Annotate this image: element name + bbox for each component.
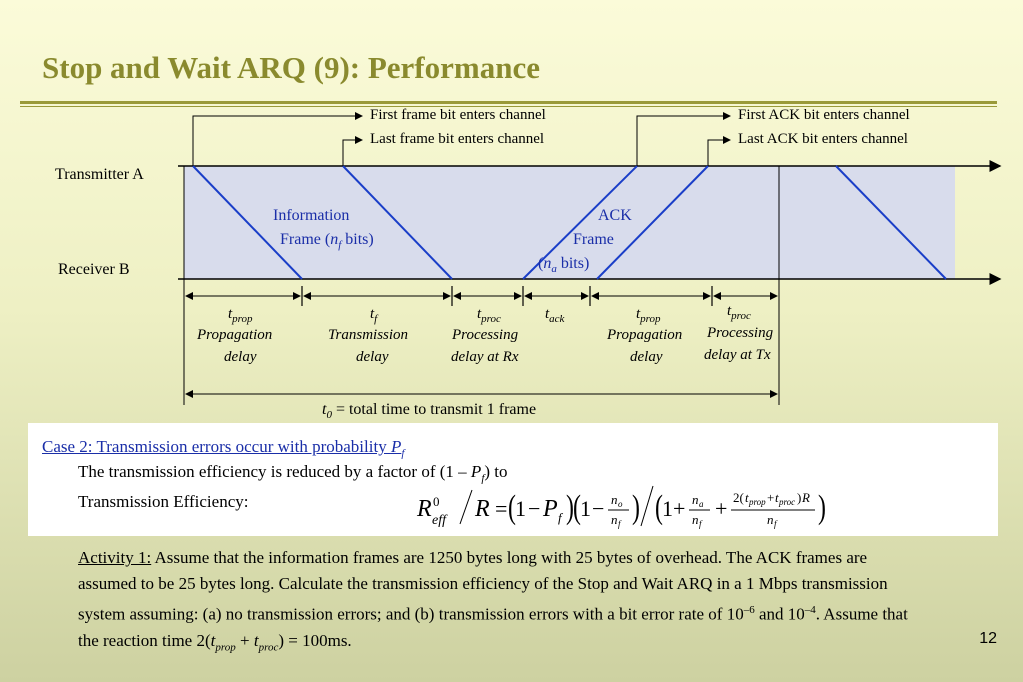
svg-text:): ) <box>632 489 640 526</box>
frame-first-bit <box>192 165 303 280</box>
svg-text:R: R <box>801 490 810 505</box>
svg-text:): ) <box>566 489 574 526</box>
svg-text:(: ( <box>573 489 581 526</box>
callout-last-frame-label: Last frame bit enters channel <box>370 131 545 147</box>
info-frame-label2: Frame (nf bits) <box>280 231 374 252</box>
callout-first-frame <box>192 112 363 166</box>
svg-text:2(: 2( <box>733 490 744 505</box>
interval-tprop-1-desc1: Propagation <box>197 327 273 343</box>
callout-last-frame <box>342 136 363 166</box>
transmitter-label: Transmitter A <box>55 166 144 183</box>
interval-tprop-2: tprop <box>636 306 661 325</box>
frame-last-bit <box>342 165 453 280</box>
callout-last-ack <box>707 136 731 166</box>
ack-frame-label1: ACK <box>598 207 632 224</box>
activity-label: Activity 1: <box>78 548 152 567</box>
page-number: 12 <box>979 630 997 647</box>
next-frame <box>835 165 947 280</box>
callout-first-ack <box>636 112 731 166</box>
svg-text:R: R <box>416 496 432 522</box>
svg-text:): ) <box>797 490 801 505</box>
interval-tack: tack <box>545 306 565 325</box>
interval-tprop-1: tprop <box>228 306 253 325</box>
ack-first-bit <box>522 165 638 280</box>
svg-text:o: o <box>618 499 623 509</box>
interval-tprop-1-desc2: delay <box>224 349 257 365</box>
ack-frame-label2: Frame <box>573 231 614 248</box>
interval-tproc-rx: tproc <box>477 306 501 325</box>
interval-tproc-tx: tproc <box>727 303 751 322</box>
svg-text:f: f <box>774 519 778 529</box>
total-time-label: t0 = total time to transmit 1 frame <box>322 401 537 422</box>
svg-text:+: + <box>715 496 727 521</box>
info-frame-label1: Information <box>273 207 350 224</box>
svg-text:): ) <box>818 489 826 526</box>
interval-tf-desc1: Transmission <box>328 327 409 343</box>
efficiency-label: Transmission Efficiency: <box>78 492 249 511</box>
case2-line1: The transmission efficiency is reduced b… <box>78 462 508 485</box>
svg-text:(: ( <box>655 489 663 526</box>
ack-frame-label3: (na bits) <box>538 255 590 276</box>
svg-text:n: n <box>692 512 699 527</box>
channel-area <box>184 166 955 279</box>
svg-text:t: t <box>745 490 749 505</box>
svg-text:−: − <box>592 496 604 521</box>
svg-text:f: f <box>558 510 564 525</box>
callout-first-ack-label: First ACK bit enters channel <box>738 107 910 123</box>
svg-text:(: ( <box>508 489 516 526</box>
receiver-label: Receiver B <box>58 261 130 278</box>
case2-heading: Case 2: Transmission errors occur with p… <box>42 437 405 460</box>
callout-first-frame-label: First frame bit enters channel <box>370 107 546 123</box>
svg-text:n: n <box>611 512 618 527</box>
svg-text:−: − <box>528 496 540 521</box>
svg-text:n: n <box>611 492 618 507</box>
interval-tf: tf <box>370 306 378 325</box>
svg-text:n: n <box>767 512 774 527</box>
slide-title: Stop and Wait ARQ (9): Performance <box>42 50 540 85</box>
interval-tproc-tx-desc2: delay at Tx <box>704 347 771 363</box>
ack-last-bit <box>596 165 709 280</box>
svg-text:0: 0 <box>433 494 440 509</box>
svg-text:f: f <box>699 519 703 529</box>
svg-text:1: 1 <box>580 496 591 521</box>
svg-text:1: 1 <box>515 496 526 521</box>
svg-text:P: P <box>542 496 558 522</box>
svg-text:t: t <box>775 490 779 505</box>
svg-text:proc: proc <box>778 497 795 507</box>
interval-tf-desc2: delay <box>356 349 389 365</box>
activity-text: Activity 1: Assume that the information … <box>78 548 908 654</box>
title-rule <box>20 101 997 104</box>
svg-text:eff: eff <box>432 513 448 528</box>
svg-text:=: = <box>495 496 507 521</box>
interval-tproc-tx-desc1: Processing <box>707 325 774 341</box>
svg-text:R: R <box>474 496 490 522</box>
svg-text:n: n <box>692 492 699 507</box>
title-rule-thin <box>20 106 997 107</box>
svg-text:1: 1 <box>662 496 673 521</box>
interval-tprop-2-desc1: Propagation <box>607 327 683 343</box>
svg-text:prop: prop <box>748 497 766 507</box>
svg-text:a: a <box>699 499 704 509</box>
interval-tproc-rx-desc2: delay at Rx <box>451 349 519 365</box>
callout-last-ack-label: Last ACK bit enters channel <box>738 131 908 147</box>
svg-text:+: + <box>767 490 774 505</box>
svg-text:+: + <box>673 496 685 521</box>
interval-tprop-2-desc2: delay <box>630 349 663 365</box>
timing-diagram <box>178 112 1002 405</box>
interval-tproc-rx-desc1: Processing <box>452 327 519 343</box>
case2-box <box>28 423 998 536</box>
svg-text:f: f <box>618 519 622 529</box>
